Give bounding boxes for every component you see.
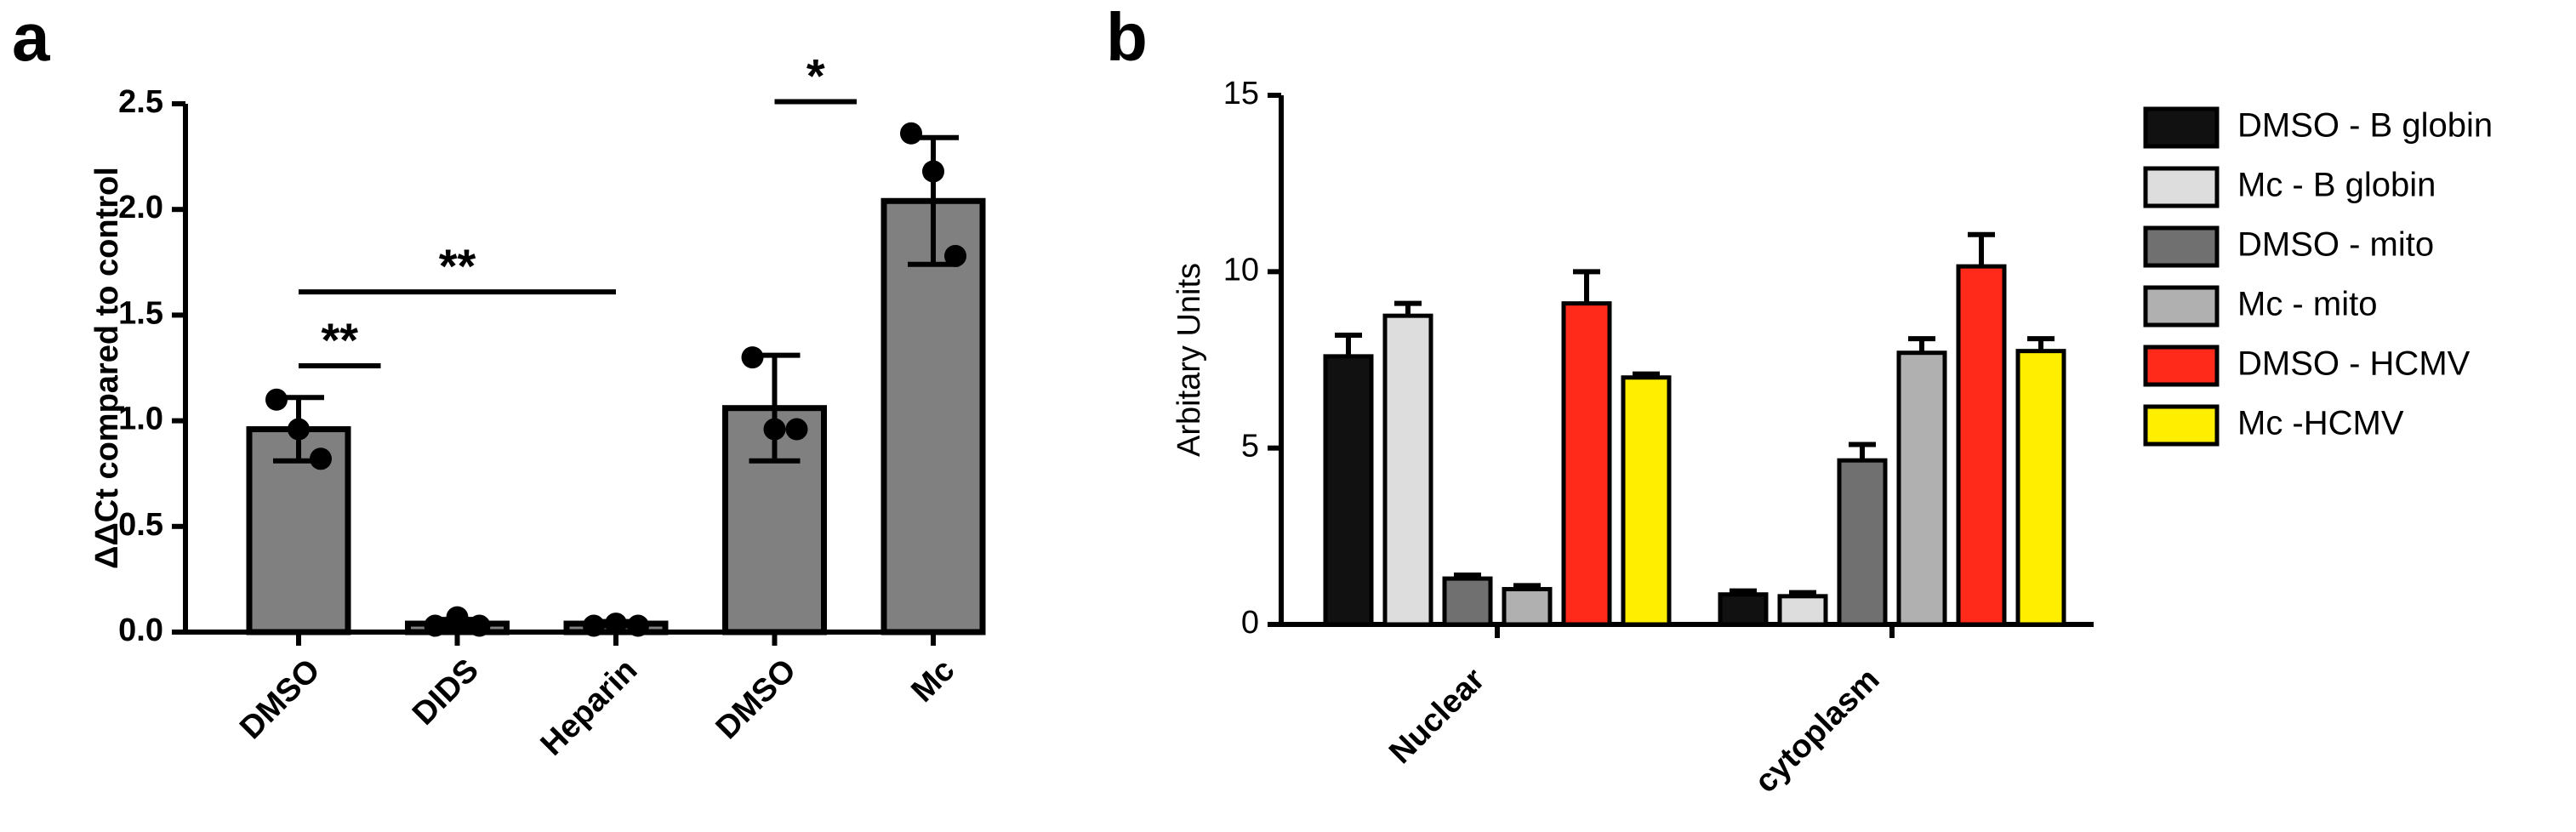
legend-swatch bbox=[2143, 404, 2220, 447]
data-point bbox=[446, 606, 469, 629]
data-point bbox=[583, 614, 605, 637]
y-tick-label: 0.5 bbox=[118, 507, 163, 543]
y-axis-label: Arbitary Units bbox=[1171, 263, 1207, 457]
y-tick-label: 1.5 bbox=[118, 295, 163, 331]
bar bbox=[1896, 350, 1947, 627]
data-point bbox=[605, 613, 627, 635]
x-tick-label: Mc bbox=[904, 652, 961, 709]
bar bbox=[1561, 301, 1612, 627]
significance-label: ** bbox=[321, 313, 358, 367]
y-tick-label: 1.0 bbox=[118, 402, 163, 437]
legend-swatch bbox=[2143, 345, 2220, 387]
bar bbox=[1382, 313, 1433, 627]
legend-label: Mc -HCMV bbox=[2237, 405, 2404, 442]
x-tick-label: DIDS bbox=[406, 652, 486, 732]
data-point bbox=[944, 244, 966, 267]
x-tick-label: DMSO bbox=[710, 652, 803, 746]
data-point bbox=[288, 418, 310, 441]
data-point bbox=[627, 614, 649, 637]
data-point bbox=[424, 614, 447, 637]
data-point bbox=[310, 447, 332, 470]
y-tick-label: 0.0 bbox=[118, 613, 163, 648]
y-tick-label: 15 bbox=[1223, 76, 1259, 111]
panel-a: a 0.0 0.5 1.0 1.5 2.0 2.5 ΔΔCt compared to cont… bbox=[12, 0, 986, 763]
bar bbox=[1837, 458, 1888, 627]
legend-label: DMSO - HCMV bbox=[2237, 345, 2471, 383]
bar bbox=[2015, 349, 2066, 627]
data-point bbox=[763, 418, 786, 441]
data-point bbox=[785, 418, 808, 441]
y-axis-label: ΔΔCt compared to control bbox=[89, 167, 125, 569]
y-tick-label: 2.0 bbox=[118, 190, 163, 225]
x-tick-label: Heparin bbox=[534, 652, 645, 763]
bar bbox=[1442, 576, 1493, 627]
bar bbox=[1323, 354, 1374, 627]
y-tick-label: 10 bbox=[1223, 252, 1259, 288]
data-point bbox=[741, 346, 764, 369]
y-tick-label: 5 bbox=[1241, 429, 1259, 464]
bar bbox=[1621, 375, 1672, 627]
x-tick-label: cytoplasm bbox=[1748, 662, 1887, 801]
legend-swatch bbox=[2143, 106, 2220, 149]
significance-label: ** bbox=[439, 239, 476, 293]
legend-label: Mc - mito bbox=[2237, 286, 2377, 323]
data-point bbox=[900, 122, 922, 145]
legend-swatch bbox=[2143, 166, 2220, 208]
legend-label: Mc - B globin bbox=[2237, 167, 2436, 204]
data-point bbox=[265, 388, 288, 411]
legend-label: DMSO - B globin bbox=[2237, 107, 2493, 145]
data-point bbox=[922, 160, 944, 183]
y-tick-label: 2.5 bbox=[118, 84, 163, 120]
y-tick-label: 0 bbox=[1241, 605, 1259, 641]
legend-swatch bbox=[2143, 225, 2220, 268]
data-point bbox=[468, 614, 491, 637]
x-tick-label: Nuclear bbox=[1382, 662, 1491, 771]
bar bbox=[1718, 592, 1769, 627]
legend-label: DMSO - mito bbox=[2237, 226, 2434, 264]
panel-label: a bbox=[12, 0, 50, 75]
panel-b: b 0 5 10 15 Arbitary Units Nuclear cytoplasm DMS… bbox=[1106, 0, 2493, 800]
legend-swatch bbox=[2143, 285, 2220, 328]
bar bbox=[1777, 594, 1828, 627]
x-tick-label: DMSO bbox=[233, 652, 327, 746]
significance-label: * bbox=[806, 48, 825, 102]
bar bbox=[1956, 264, 2007, 627]
panel-label: b bbox=[1106, 0, 1148, 75]
bar bbox=[1502, 587, 1553, 627]
